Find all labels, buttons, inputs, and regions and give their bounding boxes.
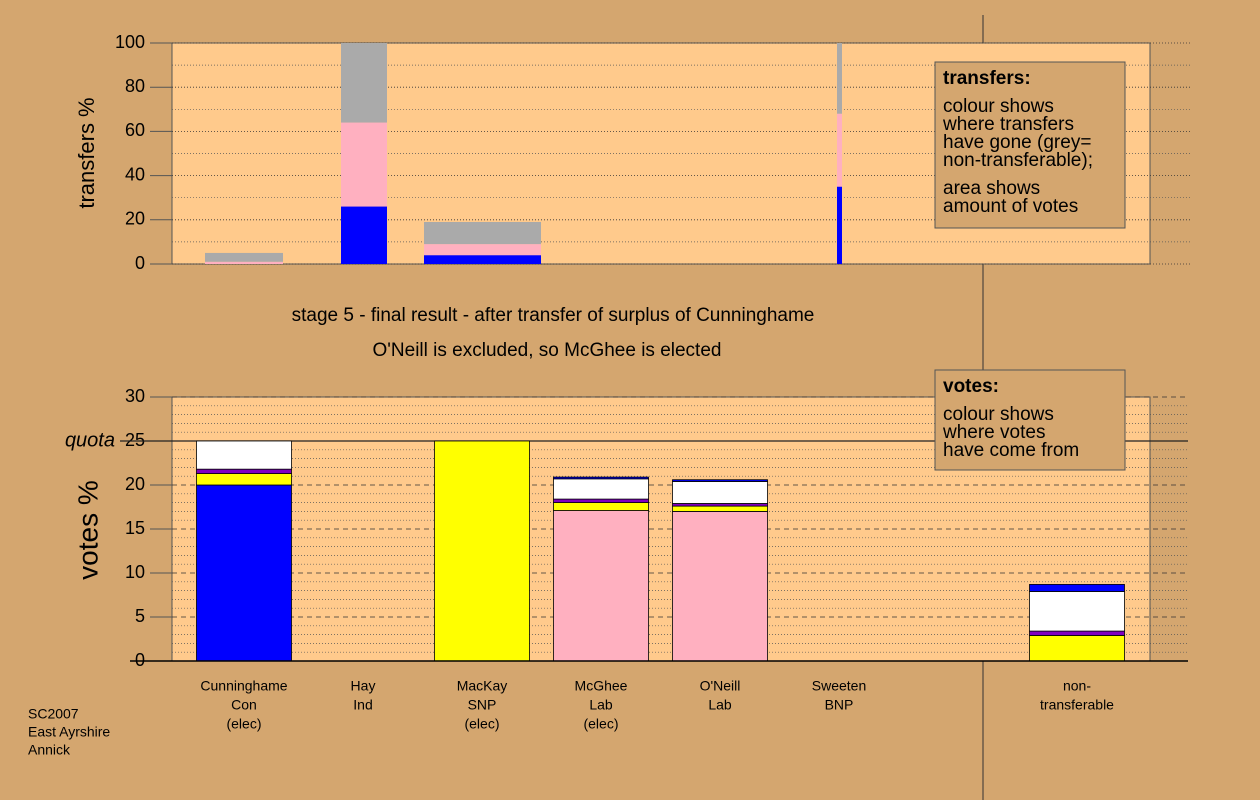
bar-segment — [837, 113, 842, 187]
annotation-text: amount of votes — [943, 196, 1078, 217]
footer-text: Annick — [28, 742, 71, 758]
x-tick-label: SNP — [468, 697, 497, 713]
y-tick-label: 80 — [125, 76, 145, 96]
bar-segment — [424, 244, 541, 256]
bar-segment — [196, 473, 292, 486]
x-tick-label: Lab — [708, 697, 732, 713]
annotation-heading: transfers: — [943, 68, 1031, 89]
bar-segment — [553, 502, 649, 511]
annotation-text: have gone (grey= — [943, 132, 1091, 153]
y-tick-label: 20 — [125, 474, 145, 494]
x-tick-label: McGhee — [575, 678, 628, 694]
bar-segment — [434, 440, 530, 662]
chart-title: stage 5 - final result - after transfer … — [292, 305, 815, 326]
bar-segment — [196, 468, 292, 474]
quota-label: quota — [65, 429, 115, 451]
annotation-box — [934, 369, 1126, 471]
annotation-text: where transfers — [942, 114, 1074, 135]
y-tick-label: 60 — [125, 120, 145, 140]
y-axis-label: votes % — [72, 480, 103, 580]
bar-segment — [553, 478, 649, 500]
annotation-text: area shows — [943, 178, 1040, 199]
annotation-text: where votes — [942, 422, 1045, 443]
x-tick-label: (elec) — [226, 716, 261, 732]
x-tick-label: Con — [231, 697, 257, 713]
bar-segment — [196, 484, 292, 662]
y-tick-label: 10 — [125, 562, 145, 582]
bar-segment — [672, 479, 768, 482]
y-tick-label: 20 — [125, 209, 145, 229]
x-tick-label: transferable — [1040, 697, 1114, 713]
y-tick-label: 5 — [135, 606, 145, 626]
bar-segment — [553, 498, 649, 503]
y-tick-label: 40 — [125, 164, 145, 184]
bar-segment — [553, 510, 649, 662]
bar-segment — [837, 186, 842, 264]
x-tick-label: (elec) — [464, 716, 499, 732]
y-axis-label: transfers % — [74, 97, 99, 208]
x-tick-label: Ind — [353, 697, 372, 713]
x-tick-label: MacKay — [457, 678, 508, 694]
bar-segment — [553, 476, 649, 480]
bar-segment — [1029, 635, 1125, 662]
bar-segment — [424, 222, 541, 245]
y-tick-label: 0 — [135, 650, 145, 670]
chart-subtitle: O'Neill is excluded, so McGhee is electe… — [373, 340, 722, 361]
y-tick-label: 30 — [125, 386, 145, 406]
bar-segment — [672, 481, 768, 504]
bar-segment — [837, 43, 842, 114]
annotation-text: non-transferable); — [943, 150, 1093, 171]
annotation-text: have come from — [943, 440, 1079, 461]
bar-segment — [341, 43, 387, 123]
x-tick-label: Lab — [589, 697, 613, 713]
bar-segment — [1029, 630, 1125, 636]
bar-segment — [341, 206, 387, 264]
x-tick-label: (elec) — [583, 716, 618, 732]
bar-segment — [672, 510, 768, 662]
x-tick-label: non- — [1063, 678, 1091, 694]
x-tick-label: Hay — [351, 678, 376, 694]
footer-text: SC2007 — [28, 706, 79, 722]
x-tick-label: Sweeten — [812, 678, 866, 694]
bar-segment — [672, 505, 768, 512]
annotation-text: colour shows — [943, 96, 1054, 117]
y-tick-label: 25 — [125, 430, 145, 450]
bar-segment — [1029, 591, 1125, 632]
x-tick-label: BNP — [825, 697, 854, 713]
y-tick-label: 100 — [115, 32, 145, 52]
annotation-heading: votes: — [943, 376, 999, 397]
bar-segment — [341, 122, 387, 207]
x-tick-label: Cunninghame — [200, 678, 287, 694]
bar-segment — [424, 255, 541, 264]
annotation-box — [934, 61, 1126, 229]
y-tick-label: 0 — [135, 253, 145, 273]
bar-segment — [205, 252, 283, 262]
bar-segment — [196, 440, 292, 470]
bar-segment — [1029, 584, 1125, 592]
annotation-text: colour shows — [943, 404, 1054, 425]
footer-text: East Ayrshire — [28, 724, 110, 740]
bar-segment — [205, 261, 283, 264]
x-tick-label: O'Neill — [700, 678, 741, 694]
y-tick-label: 15 — [125, 518, 145, 538]
